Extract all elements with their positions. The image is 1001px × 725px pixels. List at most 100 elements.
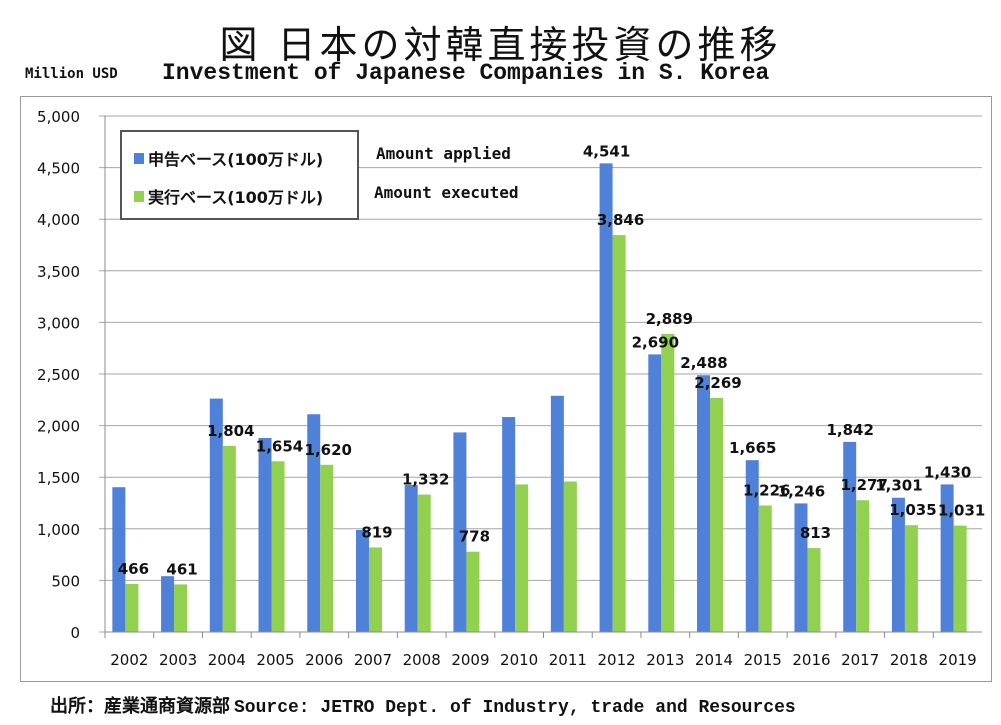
data-label-executed: 461: [166, 560, 197, 578]
x-tick-label: 2010: [500, 651, 538, 669]
bar-executed-2017: [856, 500, 870, 632]
data-label-executed: 1,804: [207, 422, 254, 440]
x-tick-label: 2003: [159, 651, 197, 669]
bar-applied-2011: [550, 395, 564, 632]
bar-applied-2018: [891, 497, 905, 632]
x-tick-label: 2002: [110, 651, 148, 669]
unit-label: Million USD: [25, 66, 118, 82]
data-label-executed: 819: [361, 523, 392, 541]
bar-applied-2009: [453, 432, 467, 632]
bar-executed-2018: [904, 525, 918, 632]
bar-applied-2016: [794, 503, 808, 632]
data-label-applied: 2,488: [680, 354, 727, 372]
bar-applied-2007: [355, 529, 369, 632]
x-tick-label: 2007: [354, 651, 392, 669]
legend-item-executed: 実行ベース(100万ドル): [134, 184, 323, 208]
x-tick-label: 2005: [256, 651, 294, 669]
y-tick-label: 0: [70, 624, 80, 642]
data-label-executed: 466: [118, 560, 149, 578]
data-label-executed: 1,654: [256, 437, 303, 455]
bar-executed-2009: [466, 551, 480, 632]
bar-applied-2006: [307, 414, 321, 632]
data-label-executed: 1,035: [889, 501, 936, 519]
y-tick-label: 4,500: [37, 160, 80, 178]
data-label-executed: 1,226: [743, 481, 790, 499]
bar-executed-2019: [953, 525, 967, 632]
legend-label-applied: 申告ベース(100万ドル): [148, 150, 324, 169]
chart-title-english: Investment of Japanese Companies in S. K…: [162, 60, 770, 86]
bar-applied-2002: [112, 487, 126, 632]
y-tick-label: 2,500: [37, 366, 80, 384]
bar-applied-2015: [745, 460, 759, 632]
legend-box: 申告ベース(100万ドル) 実行ベース(100万ドル): [120, 130, 359, 220]
bar-executed-2013: [661, 333, 675, 632]
data-label-applied: 4,541: [583, 142, 630, 160]
data-label-executed: 778: [459, 528, 490, 546]
bar-executed-2015: [758, 505, 772, 632]
data-label-applied: 1,430: [924, 463, 971, 481]
bar-executed-2005: [271, 461, 285, 632]
x-tick-label: 2011: [549, 651, 587, 669]
legend-label-executed: 実行ベース(100万ドル): [148, 188, 324, 207]
bar-applied-2008: [404, 485, 418, 632]
bar-applied-2004: [209, 398, 223, 632]
x-tick-label: 2006: [305, 651, 343, 669]
x-tick-label: 2008: [403, 651, 441, 669]
x-tick-label: 2017: [841, 651, 879, 669]
bar-executed-2004: [222, 445, 236, 632]
bar-executed-2006: [320, 464, 334, 632]
x-tick-label: 2018: [890, 651, 928, 669]
source-japanese: 出所：産業通商資源部: [50, 696, 230, 717]
bar-applied-2005: [258, 437, 272, 632]
bar-executed-2010: [515, 484, 529, 632]
bar-executed-2016: [807, 548, 821, 632]
bar-applied-2014: [697, 375, 711, 632]
bar-applied-2019: [940, 484, 954, 632]
bar-applied-2013: [648, 354, 662, 632]
bar-executed-2014: [710, 397, 724, 632]
x-tick-label: 2009: [451, 651, 489, 669]
x-tick-label: 2014: [695, 651, 733, 669]
data-label-executed: 2,269: [694, 374, 741, 392]
data-label-executed: 1,277: [840, 476, 887, 494]
data-label-applied: 1,301: [875, 477, 922, 495]
data-label-executed: 813: [800, 524, 831, 542]
x-tick-label: 2004: [208, 651, 246, 669]
y-tick-label: 500: [51, 572, 80, 590]
x-tick-label: 2015: [744, 651, 782, 669]
bar-applied-2010: [502, 417, 516, 632]
y-tick-label: 4,000: [37, 211, 80, 229]
legend-english-applied: Amount applied: [376, 144, 511, 163]
legend-swatch-executed: [134, 190, 144, 202]
source-english: Source: JETRO Dept. of Industry, trade a…: [234, 698, 796, 718]
legend-english-executed: Amount executed: [374, 183, 519, 202]
bar-executed-2008: [417, 494, 431, 632]
data-label-applied: 1,665: [729, 439, 776, 457]
legend-item-applied: 申告ベース(100万ドル): [134, 146, 323, 170]
data-label-applied: 2,690: [632, 333, 679, 351]
legend-swatch-applied: [134, 152, 144, 164]
x-tick-label: 2019: [939, 651, 977, 669]
data-label-executed: 1,620: [305, 441, 352, 459]
data-label-executed: 1,031: [938, 502, 985, 520]
bar-executed-2011: [563, 481, 577, 632]
x-tick-label: 2012: [597, 651, 635, 669]
y-tick-label: 5,000: [37, 108, 80, 126]
bar-applied-2017: [843, 441, 857, 632]
x-tick-label: 2016: [792, 651, 830, 669]
bar-applied-2003: [161, 576, 175, 632]
y-tick-label: 3,000: [37, 314, 80, 332]
bar-executed-2002: [125, 583, 139, 632]
bar-executed-2007: [368, 547, 382, 632]
source-note: 出所：産業通商資源部 Source: JETRO Dept. of Industr…: [50, 692, 796, 718]
bar-executed-2003: [174, 584, 188, 632]
chart-title-japanese: 図 日本の対韓直接投資の推移: [219, 23, 782, 67]
bar-executed-2012: [612, 235, 626, 632]
y-tick-label: 3,500: [37, 263, 80, 281]
data-label-executed: 1,332: [402, 471, 449, 489]
y-tick-label: 1,000: [37, 521, 80, 539]
data-label-executed: 2,889: [646, 310, 693, 328]
data-label-applied: 1,246: [778, 482, 825, 500]
data-label-applied: 1,842: [826, 421, 873, 439]
